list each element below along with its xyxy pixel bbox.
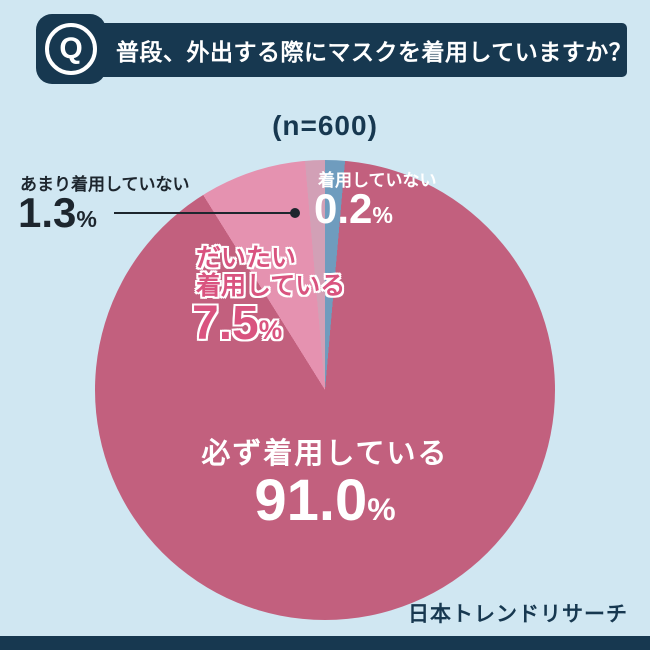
slice-label-rarely: あまり着用していない	[20, 175, 190, 194]
pct-unit: %	[76, 206, 97, 232]
slice-label-always: 必ず着用している	[201, 438, 449, 470]
question-badge: Q	[36, 14, 106, 84]
slice-pct-rarely: 1.3%	[18, 192, 97, 234]
pct-value: 91.0	[254, 468, 368, 533]
q-icon: Q	[45, 23, 97, 75]
slice-label-never: 着用していない	[318, 171, 437, 190]
sample-size-label: (n=600)	[272, 110, 378, 141]
leader-dot-rarely	[290, 208, 300, 218]
pct-value: 1.3	[18, 189, 77, 236]
leader-line-rarely	[114, 212, 292, 214]
bottom-bar	[0, 636, 650, 650]
slice-pct-always: 91.0%	[95, 472, 555, 530]
pie-chart	[95, 160, 555, 620]
question-header-bar: 普段、外出する際にマスクを着用していますか？	[44, 23, 632, 77]
slice-label-mostly-line2: 着用している	[196, 272, 346, 300]
slice-label-mostly-line1: だいたい	[196, 244, 297, 272]
slice-pct-never: 0.2%	[314, 188, 393, 230]
pct-unit: %	[367, 491, 396, 527]
slice-pct-mostly: 7.5%	[192, 300, 282, 348]
source-credit: 日本トレンドリサーチ	[408, 603, 628, 626]
pct-value: 7.5	[192, 297, 259, 350]
pct-unit: %	[258, 315, 283, 345]
pct-value: 0.2	[314, 185, 373, 232]
question-title: 普段、外出する際にマスクを着用していますか？	[116, 39, 633, 65]
pct-unit: %	[372, 202, 393, 228]
